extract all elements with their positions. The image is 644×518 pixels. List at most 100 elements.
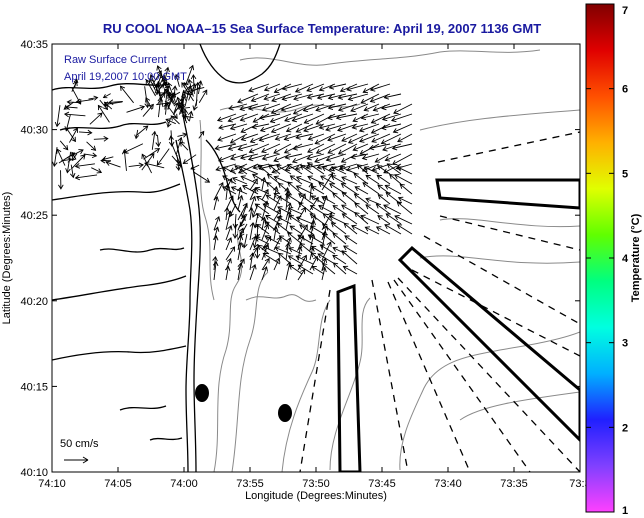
legend-timestamp: April 19,2007 10:00 GMT bbox=[64, 71, 187, 83]
current-vector-arrow bbox=[327, 103, 347, 111]
current-vector-arrow bbox=[64, 104, 78, 111]
current-vector-arrow bbox=[263, 83, 281, 92]
current-vector-arrow bbox=[248, 143, 270, 154]
current-vector-arrow bbox=[363, 103, 380, 112]
current-vector-arrow bbox=[384, 153, 402, 162]
current-vector-arrow bbox=[261, 200, 269, 221]
current-vector-arrow bbox=[368, 143, 391, 151]
current-vector-arrow bbox=[318, 182, 336, 195]
scale-arrow bbox=[64, 456, 89, 464]
current-vector-arrow bbox=[332, 254, 347, 265]
current-vector-arrow bbox=[300, 164, 314, 175]
current-vector-arrow bbox=[375, 203, 391, 215]
current-vector-arrow bbox=[224, 206, 230, 221]
current-vector-arrow bbox=[167, 96, 173, 110]
current-vector-arrow bbox=[213, 215, 221, 231]
current-vector-arrow bbox=[391, 153, 413, 166]
current-vector-arrow bbox=[237, 194, 244, 211]
current-vector-arrow bbox=[390, 113, 413, 123]
current-vector-arrow bbox=[144, 161, 165, 169]
current-vector-arrow bbox=[78, 129, 93, 136]
current-vector-arrow bbox=[353, 173, 369, 185]
current-vector-arrow bbox=[217, 133, 237, 142]
current-vector-arrow bbox=[58, 170, 64, 190]
current-vector-arrow bbox=[383, 93, 402, 100]
current-vector-arrow bbox=[352, 113, 369, 123]
current-vector-arrow bbox=[291, 153, 314, 164]
current-vector-arrow bbox=[340, 153, 358, 163]
current-vector-arrow bbox=[396, 224, 413, 235]
x-axis-label: Longitude (Degrees:Minutes) bbox=[245, 490, 387, 502]
current-vector-arrow bbox=[285, 202, 293, 221]
surface-current-vectors bbox=[52, 64, 413, 281]
current-vector-arrow bbox=[284, 186, 290, 201]
current-vector-arrow bbox=[309, 196, 319, 211]
current-vector-arrow bbox=[364, 226, 380, 235]
current-vector-arrow bbox=[213, 182, 224, 201]
current-vector-arrow bbox=[317, 253, 336, 265]
current-vector-arrow bbox=[187, 110, 194, 122]
current-vector-arrow bbox=[278, 182, 292, 195]
current-vector-arrow bbox=[248, 83, 270, 93]
current-vector-arrow bbox=[273, 143, 292, 154]
current-vector-arrow bbox=[63, 111, 86, 118]
current-vector-arrow bbox=[194, 81, 201, 106]
current-vector-arrow bbox=[172, 85, 178, 99]
current-vector-arrow bbox=[332, 205, 347, 215]
current-vector-arrow bbox=[162, 76, 169, 93]
current-vector-arrow bbox=[372, 103, 391, 112]
current-vector-arrow bbox=[103, 101, 123, 107]
current-vector-arrow bbox=[321, 230, 328, 251]
current-vector-arrow bbox=[249, 195, 257, 211]
current-vector-arrow bbox=[273, 236, 282, 251]
current-vector-arrow bbox=[227, 143, 248, 151]
current-vector-arrow bbox=[374, 153, 391, 163]
current-vector-arrow bbox=[249, 252, 255, 271]
current-vector-arrow bbox=[360, 113, 380, 121]
current-vector-arrow bbox=[237, 262, 244, 281]
current-vector-arrow bbox=[385, 213, 402, 225]
current-vector-arrow bbox=[212, 260, 219, 281]
y-tick-label: 40:15 bbox=[20, 381, 48, 393]
current-vector-arrow bbox=[308, 182, 315, 201]
current-vector-arrow bbox=[236, 186, 243, 201]
current-vector-arrow bbox=[341, 250, 358, 265]
current-vector-arrow bbox=[272, 226, 279, 241]
colorbar-tick-label: 6 bbox=[622, 84, 628, 96]
current-vector-arrow bbox=[277, 252, 292, 265]
current-vector-arrow bbox=[325, 153, 347, 162]
current-vector-arrow bbox=[347, 133, 369, 144]
current-vector-arrow bbox=[229, 133, 248, 144]
current-vector-arrow bbox=[89, 112, 103, 125]
current-vector-arrow bbox=[151, 70, 162, 86]
current-vector-arrow bbox=[184, 85, 192, 107]
current-vector-arrow bbox=[306, 83, 325, 93]
current-vector-arrow bbox=[365, 204, 380, 215]
current-vector-arrow bbox=[321, 263, 336, 275]
current-vector-arrow bbox=[259, 113, 281, 121]
current-vector-arrow bbox=[354, 186, 369, 195]
current-vector-arrow bbox=[297, 193, 307, 211]
current-vector-arrow bbox=[297, 206, 306, 221]
current-vector-arrow bbox=[83, 152, 98, 159]
current-vector-arrow bbox=[193, 171, 211, 183]
current-vector-arrow bbox=[327, 113, 347, 121]
current-vector-arrow bbox=[337, 143, 358, 155]
current-vector-arrow bbox=[74, 174, 98, 181]
current-vector-arrow bbox=[360, 93, 380, 104]
map-plot-area: Raw Surface Current April 19,2007 10:00 … bbox=[51, 43, 581, 473]
current-vector-arrow bbox=[274, 133, 292, 141]
current-vector-arrow bbox=[295, 123, 314, 133]
current-vector-arrow bbox=[167, 105, 178, 120]
current-vector-arrow bbox=[397, 166, 413, 175]
current-vector-arrow bbox=[327, 143, 347, 154]
current-vector-arrow bbox=[270, 103, 292, 115]
current-vector-arrow bbox=[86, 141, 97, 151]
current-vector-arrow bbox=[346, 83, 369, 92]
current-vector-arrow bbox=[350, 103, 369, 113]
current-vector-arrow bbox=[287, 181, 303, 195]
current-vector-arrow bbox=[227, 113, 248, 123]
current-vector-arrow bbox=[354, 202, 369, 215]
current-vector-arrow bbox=[229, 153, 248, 161]
